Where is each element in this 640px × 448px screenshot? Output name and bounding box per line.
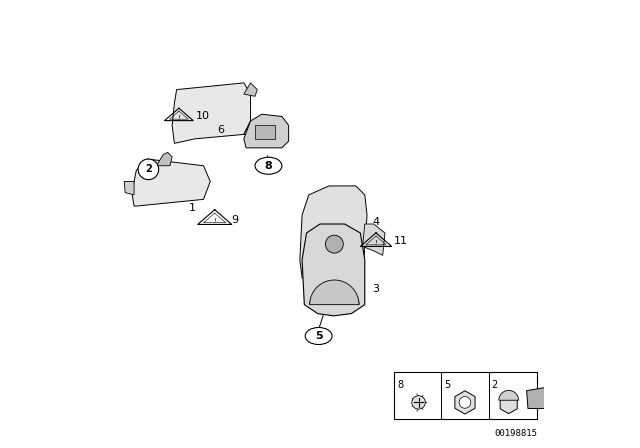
Polygon shape (124, 181, 134, 195)
Text: 4: 4 (372, 217, 380, 227)
Polygon shape (244, 83, 257, 96)
FancyBboxPatch shape (394, 372, 538, 419)
Text: 11: 11 (394, 236, 408, 246)
Text: 3: 3 (372, 284, 380, 294)
Text: 6: 6 (217, 125, 224, 135)
Text: !: ! (213, 218, 216, 224)
Text: 9: 9 (231, 215, 239, 224)
Circle shape (138, 159, 159, 180)
Wedge shape (499, 390, 518, 400)
Polygon shape (157, 152, 172, 166)
Polygon shape (362, 224, 385, 255)
Text: 00198815: 00198815 (494, 429, 538, 438)
Circle shape (459, 396, 471, 408)
Text: !: ! (177, 115, 180, 121)
Ellipse shape (305, 327, 332, 345)
Text: 8: 8 (264, 161, 273, 171)
Text: 8: 8 (397, 380, 403, 390)
Circle shape (412, 396, 426, 409)
Polygon shape (244, 114, 289, 148)
Ellipse shape (255, 157, 282, 174)
Text: 7: 7 (244, 129, 251, 139)
Circle shape (325, 235, 343, 253)
Polygon shape (455, 391, 475, 414)
Polygon shape (500, 394, 517, 414)
Polygon shape (244, 121, 257, 137)
Polygon shape (527, 387, 567, 409)
Text: 1: 1 (189, 203, 196, 213)
Text: 10: 10 (196, 112, 210, 121)
Polygon shape (300, 186, 367, 287)
Wedge shape (310, 280, 359, 305)
Text: !: ! (374, 240, 378, 246)
Text: 2: 2 (145, 164, 152, 174)
Text: 5: 5 (444, 380, 451, 390)
Polygon shape (132, 159, 210, 206)
Polygon shape (255, 125, 275, 139)
Polygon shape (302, 224, 365, 316)
Polygon shape (172, 83, 251, 143)
Text: 2: 2 (492, 380, 498, 390)
Text: 5: 5 (315, 331, 323, 341)
